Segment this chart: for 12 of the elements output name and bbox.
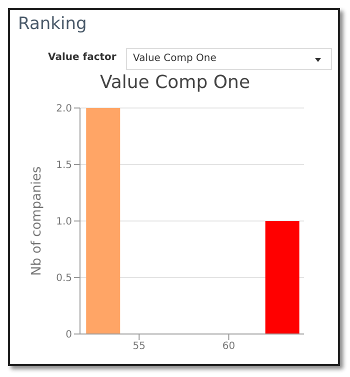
y-tick-label: 2.0 [56, 104, 72, 115]
y-tick-label: 1.0 [56, 216, 72, 228]
y-axis-title: Nb of companies [30, 166, 45, 276]
chart-title: Value Comp One [98, 72, 252, 93]
x-tick-label: 60 [222, 341, 236, 352]
text: Ranking [18, 14, 87, 34]
text: Value factor [48, 52, 116, 63]
x-tick-label: 55 [132, 341, 146, 352]
y-tick-label: 0 [66, 330, 72, 341]
y-tick-label: 0.5 [56, 273, 72, 284]
text: Value Comp One [126, 48, 332, 70]
y-tick-label: 1.5 [56, 160, 72, 172]
